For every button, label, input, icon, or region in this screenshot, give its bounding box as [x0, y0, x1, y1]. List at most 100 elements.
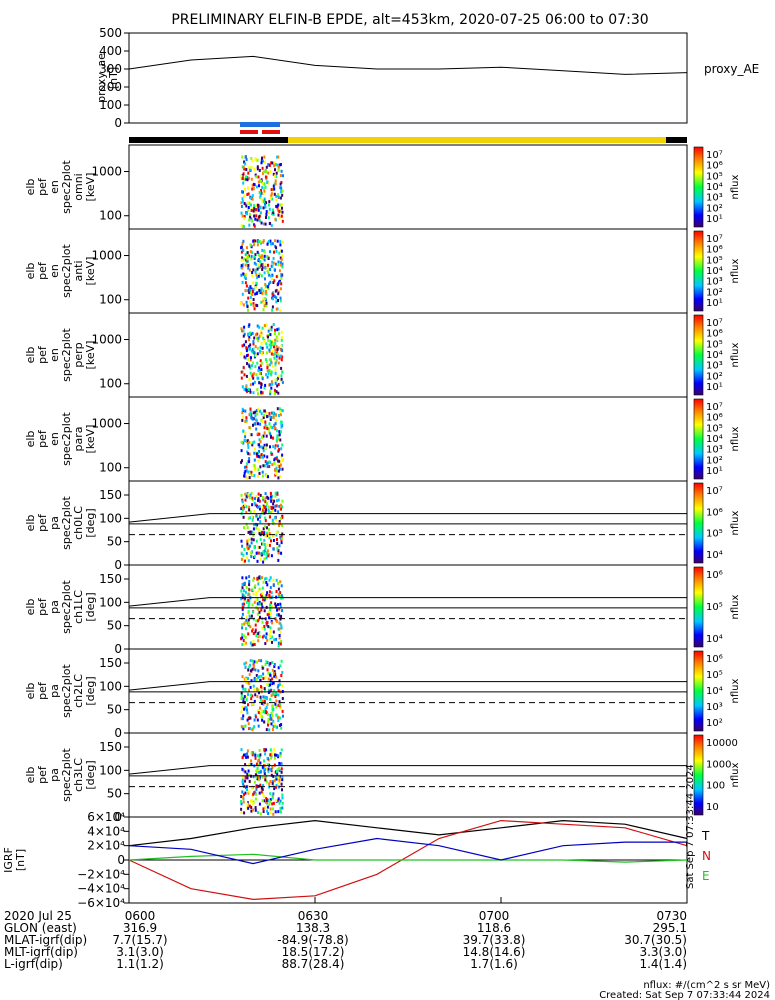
spectrogram-pixel: [256, 346, 259, 350]
colorbar-tick: 10⁷: [706, 318, 723, 329]
spectrogram-pixel: [278, 679, 281, 683]
spectrogram-pixel: [267, 554, 270, 558]
spectrogram-pixel: [264, 282, 267, 286]
spectrogram-pixel: [248, 364, 251, 368]
spectrogram-pixel: [245, 440, 248, 443]
spectrogram-pixel: [261, 391, 264, 395]
spectrogram-pixel: [261, 254, 264, 258]
spectrogram-pixel: [266, 414, 269, 418]
spectrogram-pixel: [263, 155, 266, 159]
spectrogram-pixel: [259, 364, 262, 368]
spectrogram-pixel: [266, 591, 269, 595]
spectrogram-pixel: [264, 778, 267, 782]
spectrogram-pixel: [259, 507, 261, 511]
spectrogram-pixel: [250, 541, 253, 545]
spectrogram-pixel: [267, 427, 270, 431]
spectrogram-pixel: [241, 633, 244, 636]
spectrogram-pixel: [274, 371, 277, 375]
spectrogram-pixel: [263, 254, 266, 258]
spectrogram-pixel: [260, 383, 263, 386]
spectrogram-pixel: [277, 361, 280, 365]
xaxis-cell: 39.7(33.8): [463, 933, 526, 947]
spectrogram-pixel: [270, 751, 273, 755]
spectrogram-pixel: [279, 664, 282, 668]
spectrogram-pixel: [263, 160, 266, 164]
spectrogram-pixel: [281, 775, 284, 779]
y-axis-label: en: [48, 348, 61, 362]
spectrogram-pixel: [275, 175, 278, 178]
xaxis-cell: 1.1(1.2): [116, 957, 164, 971]
spectrogram-pixel: [280, 770, 283, 774]
spectrogram-pixel: [279, 203, 282, 207]
spectrogram-pixel: [273, 461, 276, 465]
spectrogram-pixel: [259, 211, 262, 215]
spectrogram-pixel: [249, 799, 252, 803]
spectrogram-pixel: [280, 420, 283, 424]
spectrogram-pixel: [280, 430, 282, 434]
spectrogram-pixel: [278, 523, 280, 527]
spectrogram-pixel: [275, 296, 278, 300]
spectrogram-pixel: [242, 508, 244, 512]
spectrogram-pixel: [271, 635, 273, 639]
spectrogram-pixel: [273, 674, 276, 678]
y-axis-label: pa: [48, 684, 61, 698]
spectrogram-pixel: [265, 660, 268, 664]
loss-cone-line: [128, 513, 687, 523]
spectrogram-pixel: [269, 780, 272, 783]
spectrogram-pixel: [257, 770, 260, 774]
spectrogram-pixel: [249, 407, 252, 411]
spectrogram-pixel: [280, 214, 283, 218]
spectrogram-pixel: [272, 211, 275, 215]
spectrogram-pixel: [251, 643, 254, 647]
spectrogram-pixel: [279, 438, 282, 442]
spectrogram-pixel: [245, 384, 248, 388]
spectrogram-pixel: [265, 411, 268, 415]
spectrogram-pixel: [261, 268, 264, 271]
y-axis-label: en: [48, 264, 61, 278]
spectrogram-pixel: [240, 717, 243, 721]
spectrogram-pixel: [262, 434, 265, 438]
spectrogram-pixel: [251, 271, 254, 274]
spectrogram-pixel: [280, 276, 283, 280]
spectrogram-pixel: [281, 499, 284, 503]
spectrogram-pixel: [260, 709, 263, 713]
spectrogram-pixel: [241, 607, 244, 611]
spectrogram-pixel: [269, 432, 272, 436]
spectrogram-pixel: [247, 632, 250, 636]
spectrogram-pixel: [266, 702, 269, 706]
spectrogram-pixel: [240, 795, 243, 798]
colorbar-tick: 10⁷: [706, 234, 723, 245]
spectrogram-pixel: [263, 250, 266, 254]
spectrogram-pixel: [271, 382, 274, 386]
ytick-label: 1000: [91, 165, 122, 179]
xaxis-cell: 316.9: [123, 921, 157, 935]
spectrogram-pixel: [246, 175, 249, 179]
spectrogram-pixel: [264, 546, 267, 550]
spectrogram-pixel: [250, 433, 253, 437]
spectrogram-pixel: [253, 440, 256, 444]
spectrogram-pixel: [280, 358, 283, 362]
spectrogram-pixel: [266, 364, 269, 368]
spectrogram-pixel: [271, 509, 274, 513]
spectrogram-pixel: [252, 298, 255, 301]
spectrogram-pixel: [259, 240, 262, 244]
spectrogram-pixel: [252, 209, 255, 213]
y-axis-label: spec2plot: [60, 664, 73, 718]
colorbar-tick: 10⁶: [706, 329, 723, 340]
spectrogram-pixel: [277, 683, 280, 687]
spectrogram-pixel: [241, 602, 244, 606]
spectrogram-pixel: [259, 465, 262, 469]
spectrogram-pixel: [264, 420, 267, 424]
spectrogram-pixel: [257, 451, 260, 455]
spectrogram-pixel: [241, 200, 244, 204]
spectrogram-pixel: [278, 544, 281, 548]
spectrogram-pixel: [277, 603, 279, 607]
spectrogram-pixel: [259, 255, 262, 259]
spectrogram-pixel: [263, 634, 266, 638]
spectrogram-pixel: [246, 749, 249, 753]
spectrogram-pixel: [277, 346, 280, 350]
spectrogram-pixel: [253, 261, 256, 265]
spectrogram-pixel: [252, 281, 255, 285]
spectrogram-pixel: [259, 700, 262, 703]
spectrogram-pixel: [255, 185, 258, 189]
